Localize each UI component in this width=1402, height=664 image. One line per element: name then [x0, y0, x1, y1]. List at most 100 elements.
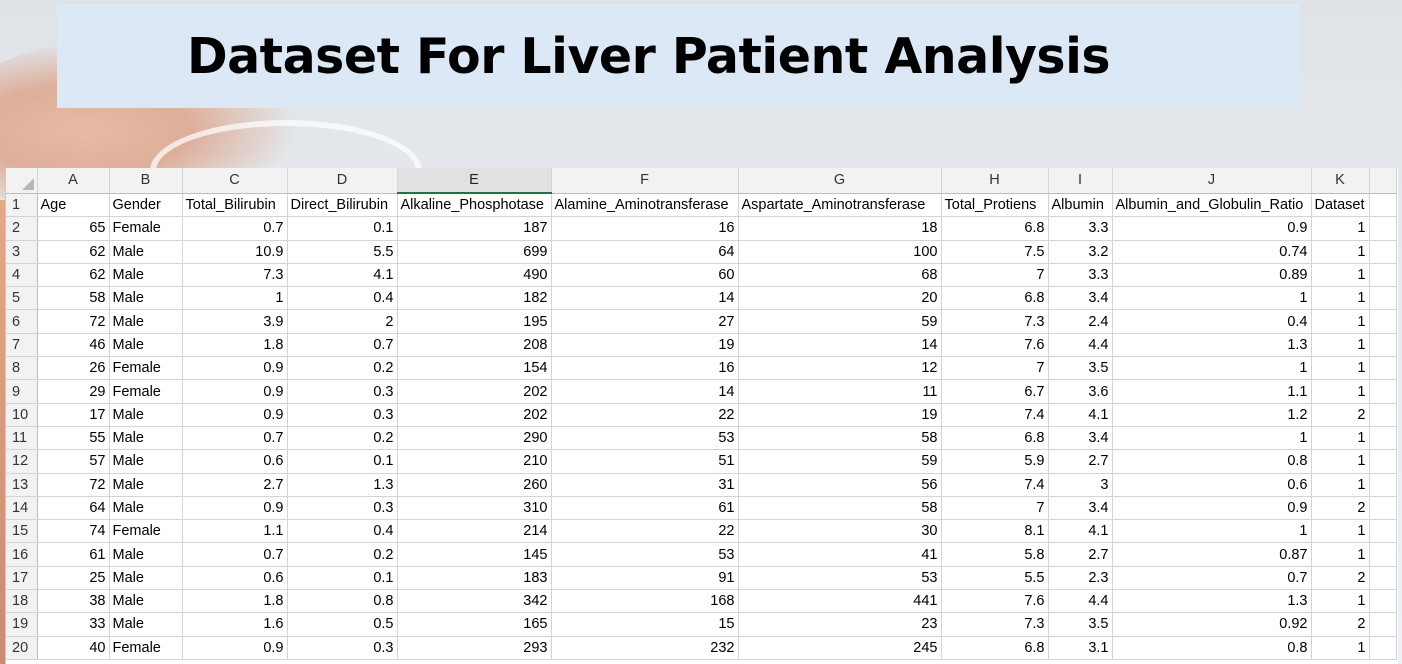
data-cell[interactable]: 0.1	[287, 566, 398, 591]
empty-cell[interactable]	[1369, 356, 1397, 381]
data-cell[interactable]: 154	[397, 356, 552, 381]
data-cell[interactable]: 0.9	[182, 356, 288, 381]
data-cell[interactable]: 1.1	[1112, 379, 1312, 404]
data-cell[interactable]: 1	[1311, 379, 1370, 404]
data-cell[interactable]: 19	[551, 333, 739, 358]
data-cell[interactable]: 7.4	[941, 403, 1049, 427]
field-header-cell[interactable]: Total_Protiens	[941, 193, 1049, 218]
data-cell[interactable]: 7.3	[182, 263, 288, 288]
data-cell[interactable]: 1	[1311, 636, 1370, 660]
field-header-cell[interactable]: Total_Bilirubin	[182, 193, 288, 218]
column-header-f[interactable]: F	[551, 168, 739, 194]
data-cell[interactable]: 1	[1112, 426, 1312, 451]
empty-cell[interactable]	[1369, 473, 1397, 497]
data-cell[interactable]: Female	[109, 356, 183, 381]
data-cell[interactable]: 59	[738, 309, 942, 334]
data-cell[interactable]: 22	[551, 519, 739, 544]
data-cell[interactable]: 210	[397, 449, 552, 474]
data-cell[interactable]: 183	[397, 566, 552, 591]
data-cell[interactable]: 145	[397, 542, 552, 567]
data-cell[interactable]: 0.7	[287, 333, 398, 358]
column-header-overflow[interactable]	[1369, 168, 1397, 194]
data-cell[interactable]: 26	[37, 356, 110, 381]
data-cell[interactable]: 187	[397, 216, 552, 241]
data-cell[interactable]: 41	[738, 542, 942, 567]
data-cell[interactable]: 1.3	[1112, 333, 1312, 358]
data-cell[interactable]: 1	[1311, 309, 1370, 334]
empty-cell[interactable]	[1369, 216, 1397, 241]
row-number[interactable]: 6	[6, 309, 38, 334]
data-cell[interactable]: 7.4	[941, 473, 1049, 497]
data-cell[interactable]: 3.9	[182, 309, 288, 334]
empty-cell[interactable]	[1369, 403, 1397, 427]
data-cell[interactable]: 202	[397, 403, 552, 427]
data-cell[interactable]: 195	[397, 309, 552, 334]
data-cell[interactable]: 7	[941, 356, 1049, 381]
data-cell[interactable]: 0.89	[1112, 263, 1312, 288]
empty-cell[interactable]	[1369, 286, 1397, 311]
row-number[interactable]: 15	[6, 519, 38, 544]
data-cell[interactable]: 6.7	[941, 379, 1049, 404]
data-cell[interactable]: 0.9	[182, 403, 288, 427]
row-number[interactable]: 12	[6, 449, 38, 474]
data-cell[interactable]: 165	[397, 612, 552, 637]
data-cell[interactable]: 1	[1311, 449, 1370, 474]
data-cell[interactable]: 29	[37, 379, 110, 404]
column-header-i[interactable]: I	[1048, 168, 1113, 194]
field-header-cell[interactable]: Alamine_Aminotransferase	[551, 193, 739, 218]
empty-cell[interactable]	[1369, 309, 1397, 334]
row-number[interactable]: 2	[6, 216, 38, 241]
data-cell[interactable]: Male	[109, 286, 183, 311]
row-number[interactable]: 19	[6, 612, 38, 637]
data-cell[interactable]: 5.5	[941, 566, 1049, 591]
data-cell[interactable]: 3	[1048, 473, 1113, 497]
data-cell[interactable]: 293	[397, 636, 552, 660]
data-cell[interactable]: 53	[551, 426, 739, 451]
data-cell[interactable]: 0.7	[182, 216, 288, 241]
data-cell[interactable]: 61	[37, 542, 110, 567]
data-cell[interactable]: 3.4	[1048, 496, 1113, 521]
empty-cell[interactable]	[1369, 636, 1397, 660]
data-cell[interactable]: 6.8	[941, 216, 1049, 241]
data-cell[interactable]: 23	[738, 612, 942, 637]
data-cell[interactable]: 38	[37, 589, 110, 614]
data-cell[interactable]: 68	[738, 263, 942, 288]
data-cell[interactable]: 0.92	[1112, 612, 1312, 637]
data-cell[interactable]: Male	[109, 473, 183, 497]
data-cell[interactable]: 40	[37, 636, 110, 660]
data-cell[interactable]: 2.3	[1048, 566, 1113, 591]
data-cell[interactable]: 53	[551, 542, 739, 567]
data-cell[interactable]: 15	[551, 612, 739, 637]
data-cell[interactable]: 2.7	[1048, 542, 1113, 567]
data-cell[interactable]: 12	[738, 356, 942, 381]
row-number[interactable]: 8	[6, 356, 38, 381]
data-cell[interactable]: 14	[551, 379, 739, 404]
data-cell[interactable]: 60	[551, 263, 739, 288]
empty-cell[interactable]	[1369, 566, 1397, 591]
data-cell[interactable]: 61	[551, 496, 739, 521]
data-cell[interactable]: 208	[397, 333, 552, 358]
empty-cell[interactable]	[1369, 263, 1397, 288]
data-cell[interactable]: 2.7	[182, 473, 288, 497]
data-cell[interactable]: 31	[551, 473, 739, 497]
select-all-corner[interactable]	[6, 168, 38, 194]
data-cell[interactable]: 0.5	[287, 612, 398, 637]
column-header-g[interactable]: G	[738, 168, 942, 194]
data-cell[interactable]: 1	[1112, 286, 1312, 311]
data-cell[interactable]: 1	[1311, 356, 1370, 381]
data-cell[interactable]: 2	[1311, 612, 1370, 637]
data-cell[interactable]: 2	[287, 309, 398, 334]
data-cell[interactable]: 57	[37, 449, 110, 474]
data-cell[interactable]: 27	[551, 309, 739, 334]
data-cell[interactable]: 0.1	[287, 449, 398, 474]
data-cell[interactable]: 1.8	[182, 589, 288, 614]
data-cell[interactable]: 3.1	[1048, 636, 1113, 660]
column-header-h[interactable]: H	[941, 168, 1049, 194]
empty-cell[interactable]	[1369, 519, 1397, 544]
row-number[interactable]: 3	[6, 240, 38, 264]
data-cell[interactable]: 1	[1112, 519, 1312, 544]
data-cell[interactable]: Male	[109, 426, 183, 451]
row-number[interactable]: 1	[6, 193, 38, 218]
data-cell[interactable]: 0.3	[287, 403, 398, 427]
data-cell[interactable]: Male	[109, 449, 183, 474]
